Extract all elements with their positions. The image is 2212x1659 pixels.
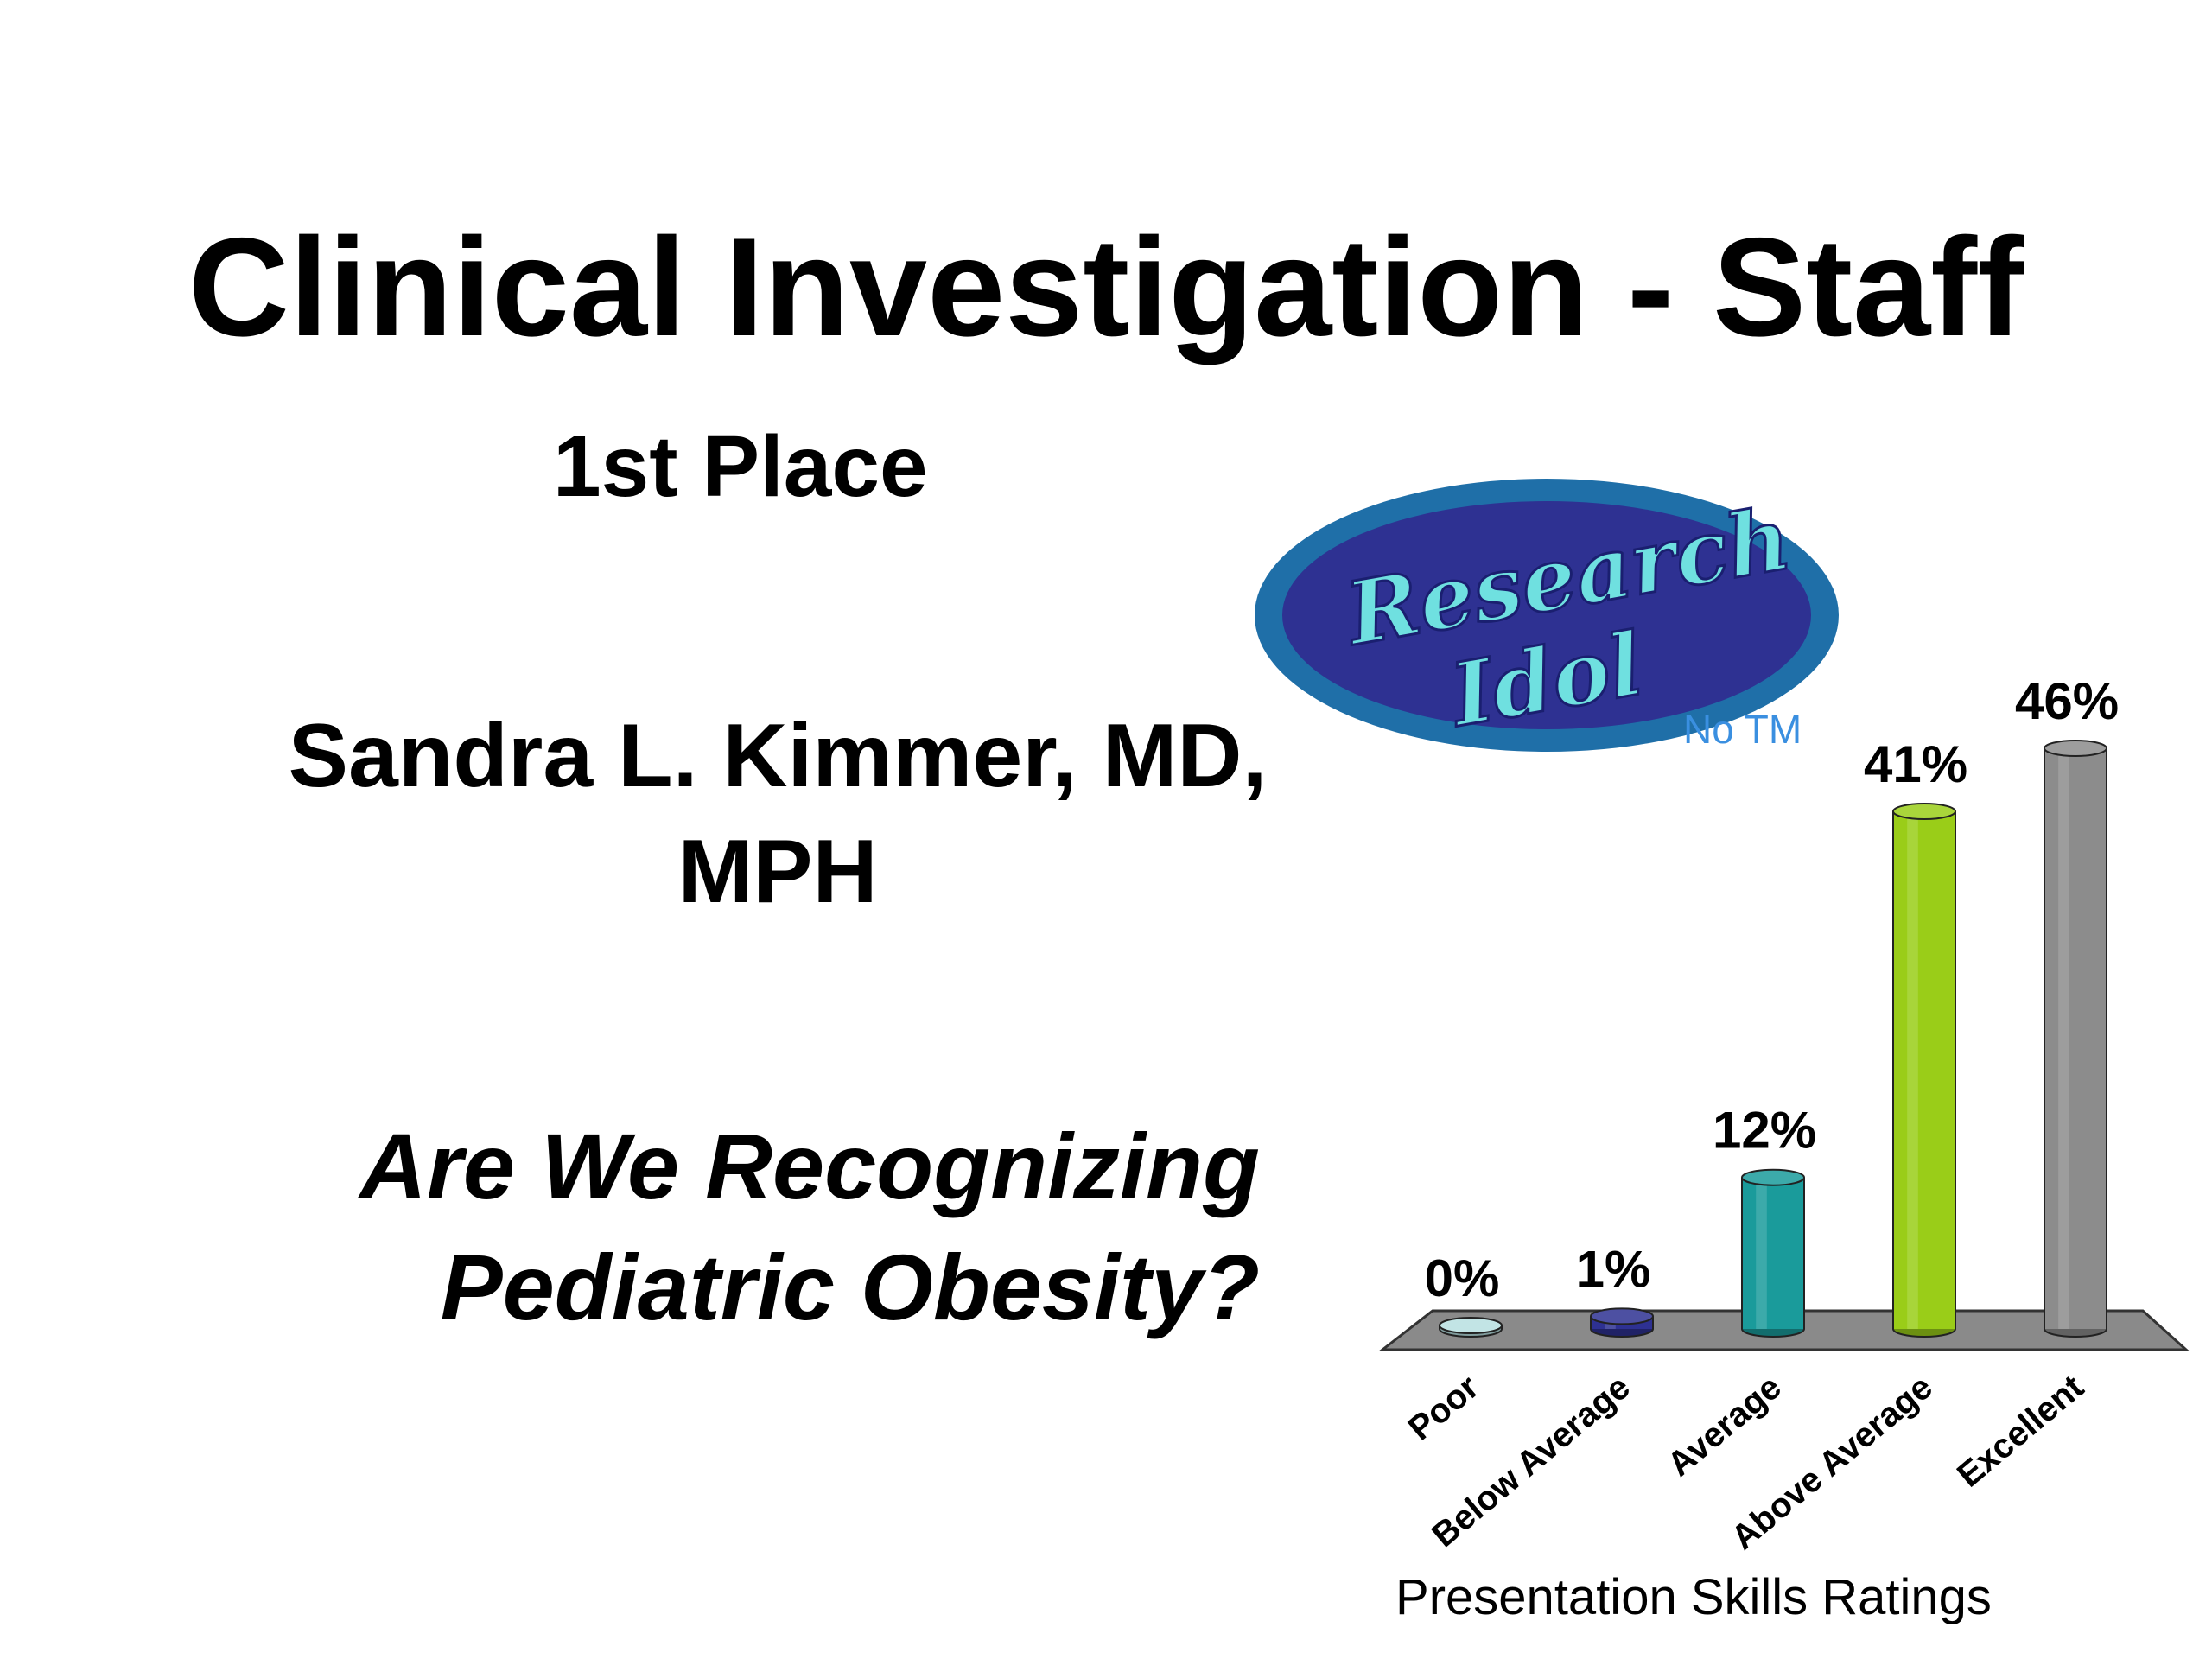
data-label-2: 12% bbox=[1713, 1102, 1816, 1160]
data-label-0: 0% bbox=[1425, 1249, 1500, 1307]
award-place: 1st Place bbox=[553, 418, 928, 515]
bar-excellent bbox=[2044, 740, 2107, 1338]
data-label-4: 46% bbox=[2015, 672, 2119, 730]
presenter-name: Sandra L. Kimmer, MD, MPH bbox=[199, 698, 1357, 930]
talk-title-line-2: Pediatric Obesity? bbox=[440, 1235, 1260, 1339]
slide-title: Clinical Investigation - Staff bbox=[188, 209, 2024, 365]
logo-inner-disc bbox=[1282, 501, 1811, 729]
talk-title-line-1: Are We Recognizing bbox=[359, 1114, 1260, 1218]
logo-tm-note: No TM bbox=[1683, 707, 1802, 752]
bar-above-average bbox=[1892, 803, 1956, 1338]
category-label-4: Excellent bbox=[1950, 1368, 2091, 1495]
data-label-1: 1% bbox=[1576, 1240, 1651, 1298]
presenter-line-1: Sandra L. Kimmer, MD, bbox=[288, 706, 1268, 806]
category-label-2: Average bbox=[1661, 1368, 1789, 1484]
bar-below-average bbox=[1590, 1307, 1654, 1338]
data-label-3: 41% bbox=[1864, 735, 1967, 793]
bar-average bbox=[1741, 1168, 1805, 1338]
x-axis-label: Presentation Skills Ratings bbox=[1395, 1569, 1992, 1625]
bar-poor bbox=[1439, 1317, 1503, 1338]
category-label-0: Poor bbox=[1402, 1368, 1486, 1447]
presenter-line-2: MPH bbox=[677, 822, 878, 922]
talk-title: Are We Recognizing Pediatric Obesity? bbox=[259, 1106, 1260, 1348]
research-idol-logo: Research Idol bbox=[1255, 479, 1839, 752]
